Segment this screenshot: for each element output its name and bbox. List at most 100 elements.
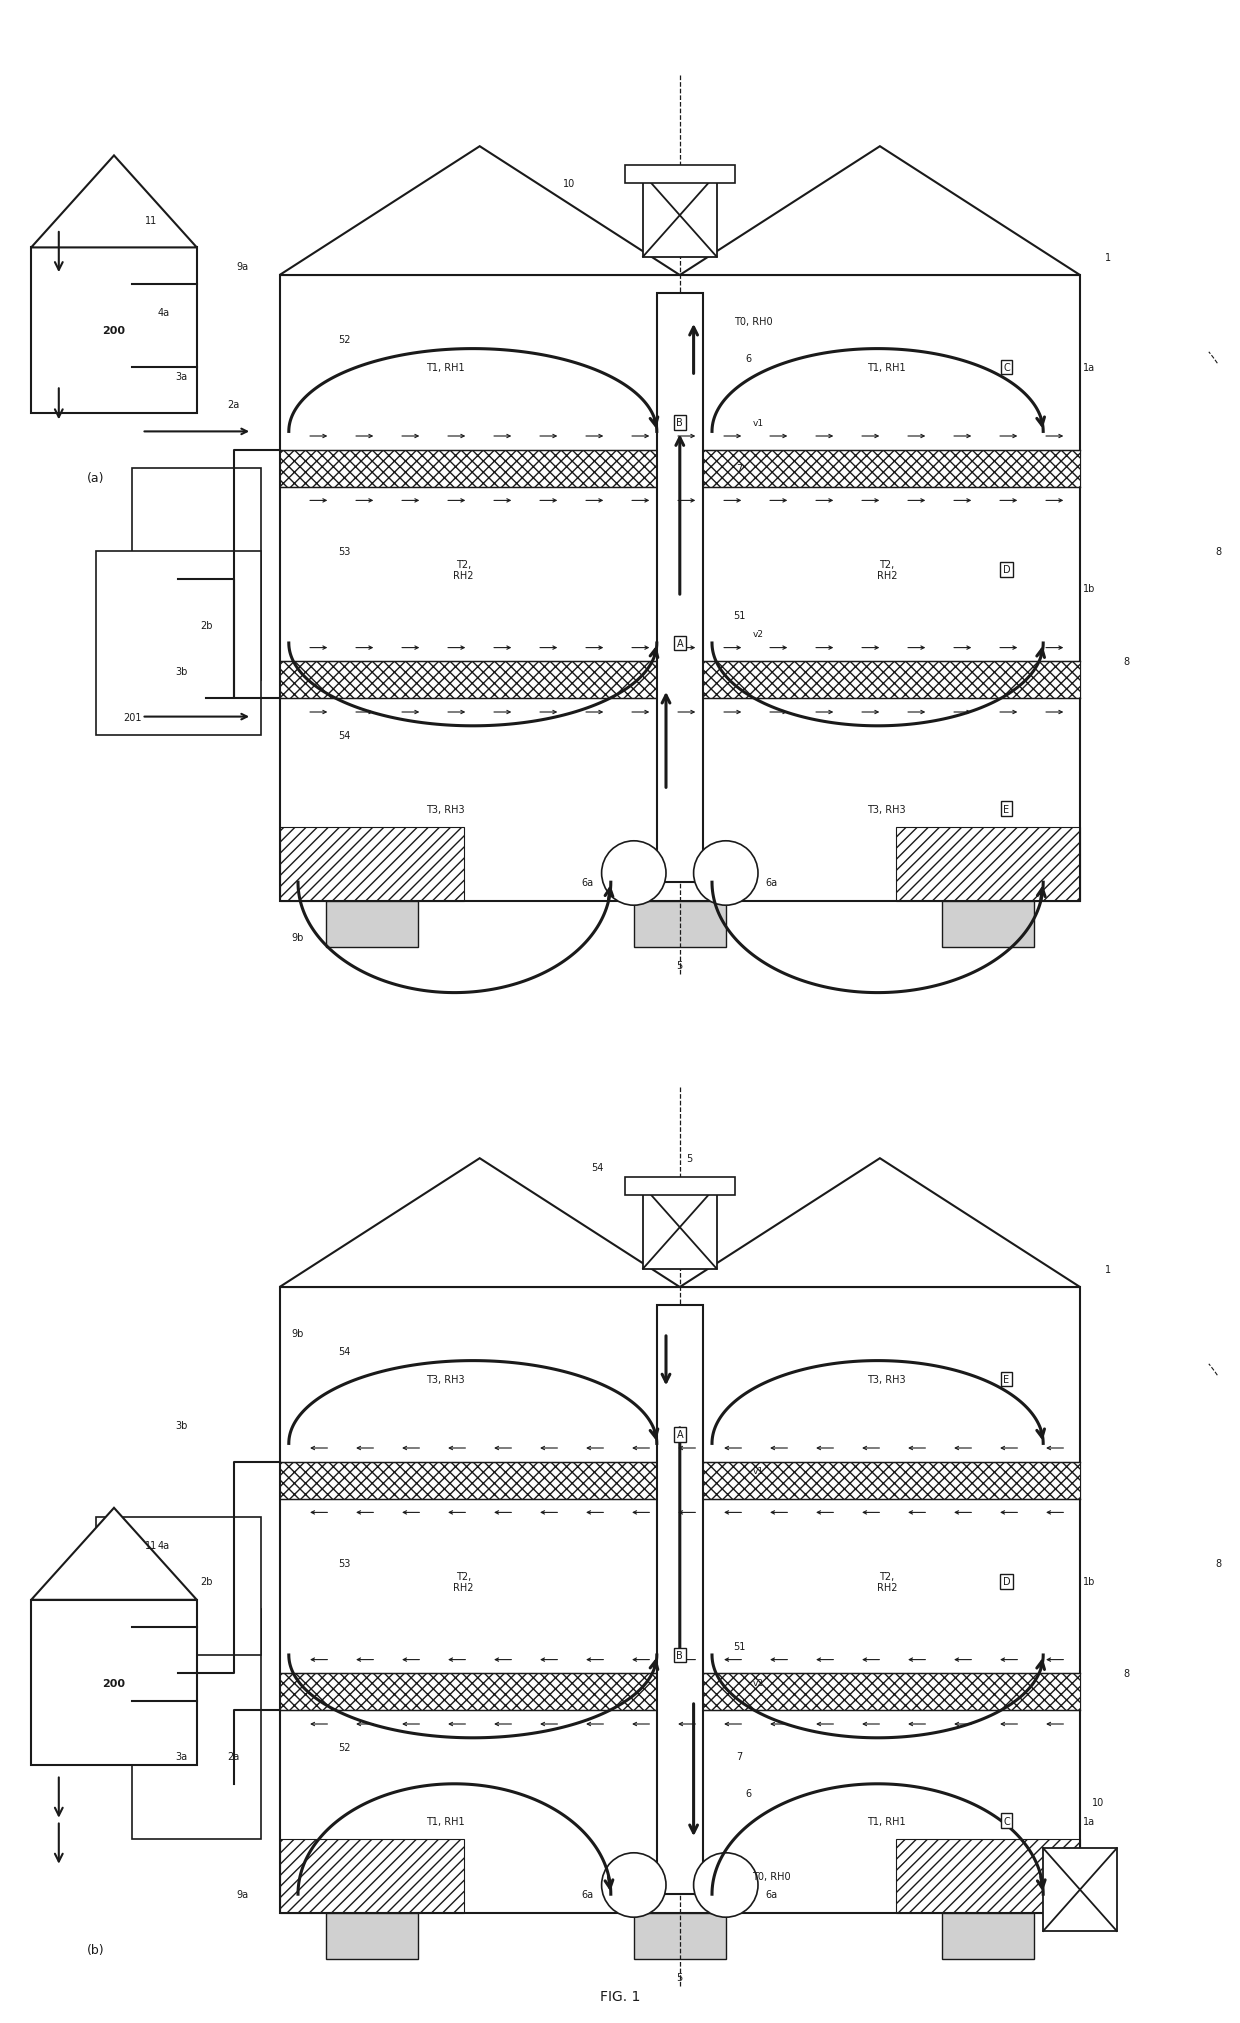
Text: B: B (677, 419, 683, 429)
Bar (657, 293, 703, 882)
Text: 51: 51 (733, 611, 745, 621)
Text: 6a: 6a (582, 878, 594, 888)
Text: 200: 200 (103, 1677, 125, 1687)
Bar (279, 662, 1080, 698)
Text: 54: 54 (590, 1163, 603, 1173)
Text: 1b: 1b (1083, 1576, 1095, 1586)
Text: 6: 6 (745, 354, 751, 364)
Text: 201: 201 (123, 712, 141, 722)
Polygon shape (279, 1159, 680, 1287)
Text: 5: 5 (686, 1153, 692, 1163)
Text: 53: 53 (337, 1558, 350, 1568)
Text: A: A (677, 1430, 683, 1440)
Text: 9a: 9a (237, 261, 249, 271)
Text: B: B (677, 1651, 683, 1661)
Text: 1: 1 (1105, 253, 1111, 263)
Bar (31, 1600, 197, 1766)
Text: 2b: 2b (200, 621, 212, 631)
Text: v1: v1 (753, 419, 764, 427)
Text: T3, RH3: T3, RH3 (425, 805, 465, 813)
Text: 7: 7 (737, 1752, 743, 1762)
Text: 51: 51 (733, 1641, 745, 1651)
Text: v2: v2 (753, 629, 764, 639)
Text: 3a: 3a (176, 1752, 187, 1762)
Text: 53: 53 (337, 546, 350, 556)
Bar (279, 1673, 1080, 1709)
Text: T1, RH1: T1, RH1 (868, 1817, 906, 1825)
Polygon shape (680, 148, 1080, 275)
Bar (279, 1287, 1080, 1912)
Bar (133, 469, 262, 680)
Text: 10: 10 (1092, 1796, 1105, 1807)
Bar (942, 1912, 1034, 1958)
Text: 8: 8 (1215, 546, 1221, 556)
Text: (a): (a) (87, 471, 104, 486)
Circle shape (693, 1853, 758, 1918)
Circle shape (601, 1853, 666, 1918)
Text: T1, RH1: T1, RH1 (868, 362, 906, 372)
Text: A: A (677, 639, 683, 649)
Bar (31, 249, 197, 415)
Text: 6a: 6a (766, 1889, 777, 1900)
Bar (625, 1177, 735, 1196)
Text: 1a: 1a (1083, 362, 1095, 372)
Text: T1, RH1: T1, RH1 (425, 362, 465, 372)
Bar (326, 900, 418, 947)
Text: 9a: 9a (237, 1889, 249, 1900)
Text: 9b: 9b (291, 933, 304, 943)
Bar (657, 1305, 703, 1894)
Text: C: C (1003, 1817, 1009, 1825)
Bar (644, 1185, 717, 1268)
Text: 11: 11 (145, 1540, 157, 1550)
Text: 52: 52 (337, 336, 350, 346)
Bar (644, 174, 717, 257)
Text: 3b: 3b (175, 666, 187, 676)
Text: 1b: 1b (1083, 583, 1095, 593)
Text: 2a: 2a (227, 1752, 239, 1762)
Bar (279, 451, 1080, 488)
Text: 52: 52 (337, 1742, 350, 1752)
Text: 6: 6 (745, 1788, 751, 1798)
Text: T0, RH0: T0, RH0 (734, 318, 773, 328)
Text: T3, RH3: T3, RH3 (868, 805, 906, 813)
Text: D: D (1003, 564, 1011, 575)
Text: 2b: 2b (200, 1576, 212, 1586)
Text: 3a: 3a (176, 372, 187, 382)
Text: 1a: 1a (1083, 1817, 1095, 1825)
Bar (326, 1912, 418, 1958)
Text: 8: 8 (1123, 657, 1130, 668)
Bar (95, 1517, 262, 1655)
Text: 9b: 9b (291, 1329, 304, 1339)
Text: 2a: 2a (227, 401, 239, 409)
Circle shape (693, 842, 758, 906)
Polygon shape (279, 148, 680, 275)
Text: 8: 8 (1123, 1669, 1130, 1679)
Text: T2,
RH2: T2, RH2 (454, 1570, 474, 1592)
Text: 7: 7 (737, 463, 743, 473)
Text: 6a: 6a (582, 1889, 594, 1900)
Polygon shape (680, 1159, 1080, 1287)
Text: v2: v2 (753, 1679, 764, 1687)
Text: v1: v1 (753, 1467, 764, 1475)
Text: T2,
RH2: T2, RH2 (877, 1570, 897, 1592)
Text: 3b: 3b (175, 1420, 187, 1430)
Bar (942, 900, 1034, 947)
Text: T2,
RH2: T2, RH2 (877, 558, 897, 581)
Text: 54: 54 (337, 1347, 350, 1357)
Text: 11: 11 (145, 216, 157, 227)
Text: 4a: 4a (157, 1540, 169, 1550)
Text: 10: 10 (563, 178, 575, 188)
Text: 6a: 6a (766, 878, 777, 888)
Bar (634, 1912, 725, 1958)
Text: 1: 1 (1105, 1264, 1111, 1274)
Text: T3, RH3: T3, RH3 (868, 1374, 906, 1384)
Polygon shape (31, 156, 197, 249)
Circle shape (601, 842, 666, 906)
Text: 200: 200 (103, 326, 125, 336)
Text: C: C (1003, 362, 1009, 372)
Bar (133, 1608, 262, 1839)
Bar (1043, 1849, 1117, 1932)
Text: T0, RH0: T0, RH0 (753, 1871, 791, 1881)
Text: 4a: 4a (157, 307, 169, 318)
Text: 5: 5 (677, 1972, 683, 1983)
